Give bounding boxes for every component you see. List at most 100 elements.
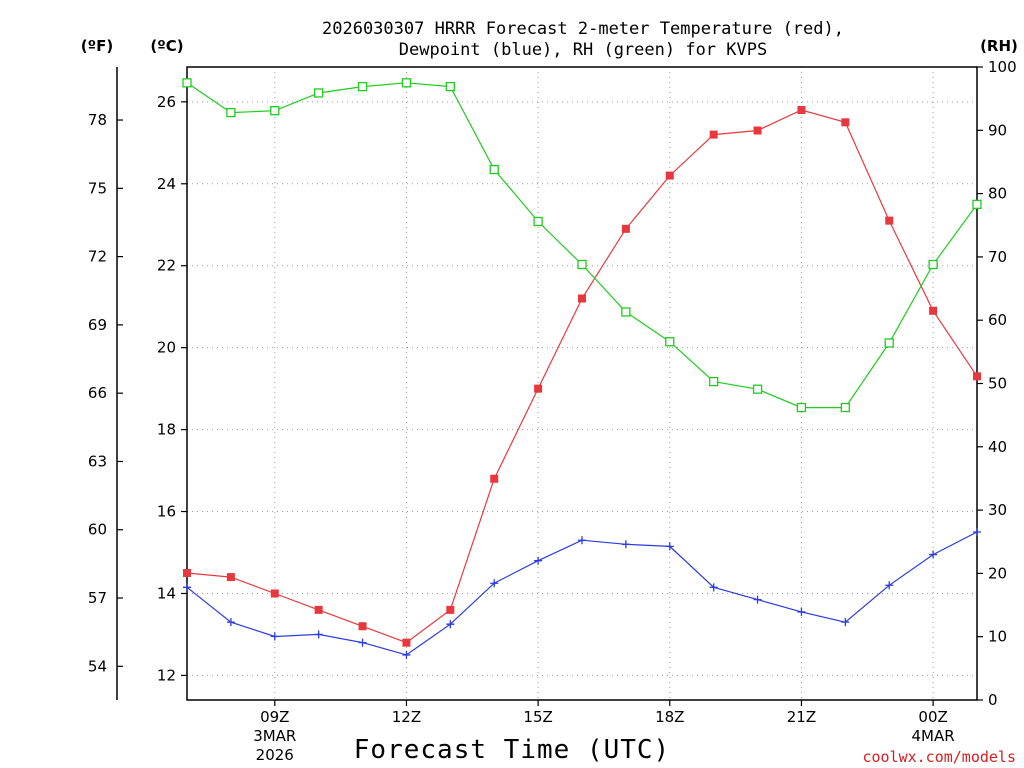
rh-point bbox=[533, 216, 543, 227]
temperature-point bbox=[358, 622, 367, 631]
celsius-tick-label: 16 bbox=[157, 503, 176, 521]
dewpoint-point bbox=[709, 583, 718, 592]
rh-point bbox=[796, 402, 807, 413]
rh-point bbox=[928, 259, 938, 270]
date-label: 3MAR bbox=[253, 727, 296, 745]
temperature-point bbox=[929, 306, 938, 315]
rh-tick-label: 60 bbox=[988, 311, 1007, 329]
fahrenheit-tick-label: 66 bbox=[88, 384, 107, 402]
rh-point bbox=[621, 307, 631, 317]
celsius-tick-label: 22 bbox=[157, 257, 176, 275]
rh-tick-label: 80 bbox=[988, 185, 1007, 203]
rh-tick-label: 0 bbox=[988, 691, 998, 709]
fahrenheit-tick-label: 72 bbox=[88, 248, 107, 266]
temperature-point bbox=[490, 474, 499, 483]
rh-point bbox=[752, 384, 763, 394]
time-tick-label: 21Z bbox=[787, 708, 816, 726]
dewpoint-point bbox=[973, 528, 981, 537]
rh-point bbox=[840, 402, 850, 413]
rh-tick-label: 30 bbox=[988, 501, 1007, 519]
dewpoint-point bbox=[841, 618, 850, 627]
celsius-tick-label: 20 bbox=[157, 339, 176, 357]
rh-point bbox=[182, 78, 192, 88]
temperature-point bbox=[753, 126, 762, 135]
chart-title-line2: Dewpoint (blue), RH (green) for KVPS bbox=[399, 40, 767, 60]
time-tick-label: 00Z bbox=[918, 708, 947, 726]
rh-point bbox=[445, 81, 455, 92]
rh-point bbox=[972, 199, 982, 210]
chart-title-line1: 2026030307 HRRR Forecast 2-meter Tempera… bbox=[322, 19, 844, 39]
temperature-point bbox=[226, 573, 235, 582]
rh-point bbox=[665, 337, 675, 347]
temperature-point bbox=[621, 224, 630, 233]
time-tick-label: 18Z bbox=[655, 708, 684, 726]
temperature-point bbox=[534, 384, 543, 393]
temperature-point bbox=[314, 605, 323, 614]
celsius-tick-label: 12 bbox=[157, 666, 176, 684]
fahrenheit-tick-label: 78 bbox=[88, 111, 107, 129]
temperature-point bbox=[973, 372, 981, 381]
date-label: 4MAR bbox=[912, 727, 955, 745]
rh-point bbox=[314, 88, 324, 98]
rh-tick-label: 90 bbox=[988, 121, 1007, 139]
dewpoint-point bbox=[534, 556, 543, 565]
rh-line bbox=[186, 82, 978, 409]
celsius-unit-label: (ºC) bbox=[150, 37, 183, 55]
temperature-point bbox=[797, 106, 806, 115]
celsius-tick-label: 26 bbox=[157, 93, 176, 111]
temperature-point bbox=[402, 638, 411, 647]
fahrenheit-unit-label: (ºF) bbox=[81, 37, 113, 55]
rh-tick-label: 40 bbox=[988, 438, 1007, 456]
rh-unit-label: (RH) bbox=[980, 37, 1018, 55]
dewpoint-point bbox=[753, 595, 762, 604]
fahrenheit-tick-label: 54 bbox=[88, 657, 107, 675]
rh-point bbox=[270, 106, 280, 116]
dewpoint-point bbox=[665, 542, 674, 551]
rh-tick-label: 20 bbox=[988, 564, 1007, 582]
celsius-tick-label: 18 bbox=[157, 421, 176, 439]
credit-text: coolwx.com/models bbox=[862, 748, 1016, 766]
fahrenheit-tick-label: 63 bbox=[88, 452, 107, 470]
time-tick-label: 12Z bbox=[392, 708, 421, 726]
rh-point bbox=[577, 259, 587, 270]
rh-point bbox=[709, 376, 719, 387]
rh-point bbox=[357, 81, 368, 92]
dewpoint-point bbox=[270, 632, 279, 641]
temperature-point bbox=[709, 130, 718, 139]
fahrenheit-tick-label: 60 bbox=[88, 521, 107, 539]
celsius-tick-label: 14 bbox=[157, 584, 176, 602]
dewpoint-point bbox=[183, 583, 191, 592]
temperature-point bbox=[270, 589, 279, 598]
temperature-point bbox=[578, 294, 586, 303]
fahrenheit-tick-label: 75 bbox=[88, 179, 107, 197]
rh-tick-label: 100 bbox=[988, 58, 1017, 76]
axes: 54 57 60 63 66 69 72 75 78 12 14 16 18 20 22 24 26 0 10 20 3… bbox=[88, 58, 1017, 764]
series bbox=[182, 78, 982, 659]
dewpoint-point bbox=[446, 620, 455, 629]
rh-tick-label: 70 bbox=[988, 248, 1007, 266]
dewpoint-point bbox=[621, 540, 630, 549]
dewpoint-point bbox=[885, 581, 894, 590]
temperature-point bbox=[665, 171, 674, 180]
celsius-tick-label: 24 bbox=[157, 175, 176, 193]
time-tick-label: 15Z bbox=[523, 708, 552, 726]
dewpoint-point bbox=[929, 550, 938, 559]
temperature-point bbox=[446, 605, 455, 614]
temperature-point bbox=[183, 568, 191, 577]
rh-point bbox=[226, 107, 236, 118]
year-label: 2026 bbox=[256, 746, 294, 764]
temperature-point bbox=[885, 216, 894, 225]
dewpoint-point bbox=[314, 630, 323, 639]
time-tick-label: 09Z bbox=[260, 708, 289, 726]
fahrenheit-tick-label: 57 bbox=[88, 589, 107, 607]
rh-point bbox=[489, 164, 499, 175]
temperature-line bbox=[186, 109, 978, 644]
fahrenheit-tick-label: 69 bbox=[88, 316, 107, 334]
dewpoint-point bbox=[797, 607, 806, 616]
dewpoint-point bbox=[578, 536, 586, 545]
dewpoint-point bbox=[490, 579, 499, 588]
rh-tick-label: 50 bbox=[988, 375, 1007, 393]
dewpoint-point bbox=[226, 618, 235, 627]
temperature-point bbox=[841, 118, 850, 127]
